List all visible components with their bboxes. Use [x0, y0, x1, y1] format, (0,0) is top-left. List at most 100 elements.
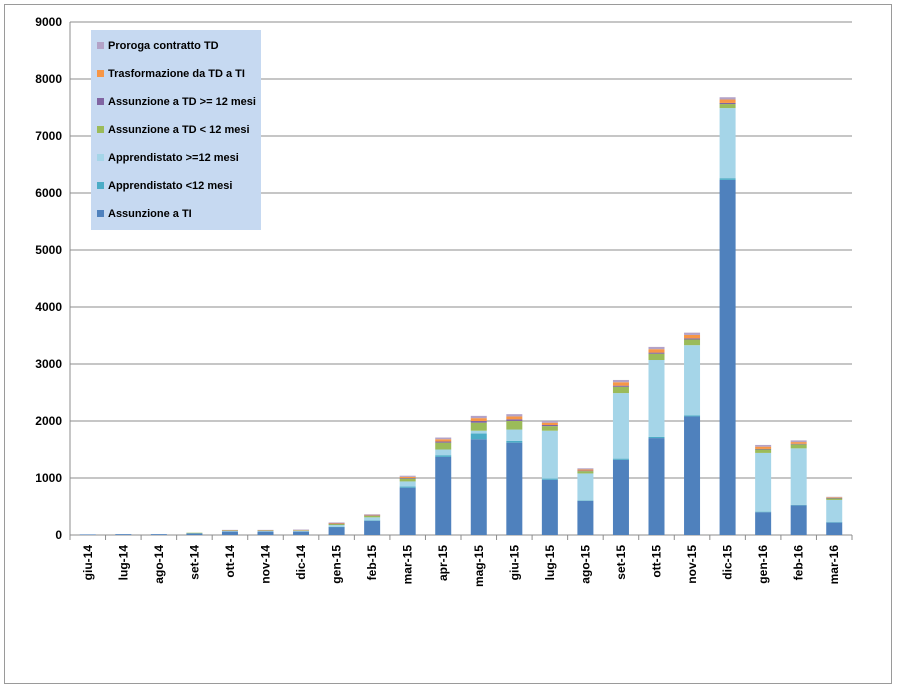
bar-ago-15-series-5 — [577, 469, 594, 471]
bar-ago-15-series-6 — [577, 468, 594, 470]
legend-box — [91, 30, 261, 230]
bar-nov-15-series-6 — [684, 332, 701, 335]
x-tick-label: ago-15 — [578, 545, 592, 584]
bar-mar-15-series-0 — [399, 487, 416, 535]
y-tick-label: 1000 — [35, 471, 62, 485]
bar-gen-15-series-0 — [328, 527, 345, 535]
bar-ott-15-series-6 — [648, 346, 665, 350]
bar-apr-15-series-5 — [435, 439, 452, 442]
bar-nov-15-series-1 — [684, 415, 701, 417]
x-tick-label: feb-16 — [792, 545, 806, 581]
bar-ott-15-series-5 — [648, 349, 665, 353]
bar-giu-15-series-2 — [506, 429, 523, 441]
bar-dic-15-series-5 — [719, 99, 736, 103]
bar-lug-15-series-1 — [541, 478, 558, 480]
x-tick-label: ago-14 — [152, 545, 166, 584]
bar-mar-15-series-2 — [399, 481, 416, 487]
bar-lug-15-series-0 — [541, 479, 558, 535]
legend-swatch — [97, 126, 104, 133]
bar-dic-15-series-1 — [719, 178, 736, 180]
bar-lug-15-series-3 — [541, 426, 558, 431]
bar-giu-14-series-0 — [79, 534, 96, 535]
bar-ott-15-series-1 — [648, 436, 665, 439]
bar-nov-14-series-2 — [257, 531, 274, 532]
bar-mar-16-series-4 — [826, 497, 843, 499]
bar-nov-15-series-0 — [684, 416, 701, 535]
bar-dic-15-series-2 — [719, 108, 736, 179]
bar-lug-15-series-6 — [541, 421, 558, 423]
bar-set-15-series-4 — [612, 385, 629, 387]
x-tick-label: nov-15 — [685, 545, 699, 584]
bar-ott-14-series-6 — [221, 529, 238, 531]
bar-mag-15-series-4 — [470, 421, 487, 423]
bar-set-15-series-0 — [612, 459, 629, 535]
bar-giu-15-series-6 — [506, 414, 523, 417]
bar-apr-15-series-4 — [435, 441, 452, 443]
bar-feb-15-series-1 — [364, 520, 381, 521]
bar-feb-16-series-5 — [790, 442, 807, 444]
bar-apr-15-series-1 — [435, 455, 452, 457]
bar-dic-15-series-6 — [719, 97, 736, 100]
bar-ott-14-series-5 — [221, 530, 238, 531]
bar-gen-16-series-5 — [755, 446, 772, 449]
bar-feb-16-series-6 — [790, 440, 807, 443]
bar-mag-15-series-6 — [470, 415, 487, 419]
x-tick-label: lug-14 — [116, 545, 130, 581]
bar-apr-15-series-3 — [435, 442, 452, 450]
x-tick-label: dic-14 — [294, 545, 308, 580]
bar-ott-15-series-0 — [648, 438, 665, 535]
bar-mar-15-series-4 — [399, 478, 416, 479]
bar-ago-15-series-1 — [577, 500, 594, 501]
bar-gen-16-series-3 — [755, 449, 772, 453]
bar-set-15-series-5 — [612, 382, 629, 386]
bar-gen-16-series-2 — [755, 452, 772, 512]
bar-feb-16-series-2 — [790, 448, 807, 505]
bar-gen-16-series-4 — [755, 448, 772, 450]
bar-gen-15-series-2 — [328, 525, 345, 527]
bar-gen-15-series-1 — [328, 526, 345, 528]
legend-swatch — [97, 154, 104, 161]
bar-ago-14-series-0 — [150, 534, 167, 535]
bar-feb-16-series-3 — [790, 444, 807, 449]
x-tick-label: mag-15 — [472, 545, 486, 587]
y-tick-label: 8000 — [35, 72, 62, 86]
x-tick-label: mar-16 — [827, 545, 841, 585]
bar-dic-14-series-5 — [293, 529, 310, 531]
bar-giu-15-series-5 — [506, 416, 523, 420]
bar-ago-15-series-3 — [577, 471, 594, 474]
bar-dic-15-series-0 — [719, 179, 736, 535]
legend-label: Assunzione a TI — [108, 208, 192, 220]
bar-mar-15-series-6 — [399, 475, 416, 477]
bar-feb-15-series-5 — [364, 514, 381, 516]
x-tick-label: ott-15 — [650, 545, 664, 578]
x-tick-label: set-15 — [614, 545, 628, 580]
x-tick-label: apr-15 — [436, 545, 450, 581]
legend-swatch — [97, 42, 104, 49]
y-tick-label: 7000 — [35, 129, 62, 143]
x-tick-label: gen-16 — [756, 545, 770, 584]
bar-dic-15-series-4 — [719, 102, 736, 105]
bar-feb-15-series-4 — [364, 515, 381, 516]
bar-mag-15-series-0 — [470, 439, 487, 535]
bar-mag-15-series-2 — [470, 430, 487, 434]
bar-mag-15-series-1 — [470, 433, 487, 440]
bar-ott-14-series-0 — [221, 531, 238, 535]
legend: Proroga contratto TD Trasformazione da TD… — [91, 30, 261, 230]
bar-dic-15-series-3 — [719, 104, 736, 109]
y-tick-label: 9000 — [35, 15, 62, 29]
y-tick-label: 5000 — [35, 243, 62, 257]
bar-set-14-series-2 — [186, 533, 203, 534]
x-tick-label: lug-15 — [543, 545, 557, 581]
bar-apr-15-series-2 — [435, 449, 452, 456]
y-tick-label: 4000 — [35, 300, 62, 314]
bar-nov-15-series-2 — [684, 345, 701, 416]
bar-ott-15-series-2 — [648, 360, 665, 437]
bar-nov-14-series-5 — [257, 530, 274, 531]
x-axis-ticks: giu-14 lug-14 ago-14 set-14 ott-14 nov-14 dic-… — [81, 545, 841, 587]
y-tick-label: 0 — [55, 528, 62, 542]
bar-ott-14-series-3 — [221, 530, 238, 532]
bar-feb-15-series-3 — [364, 515, 381, 518]
bar-set-15-series-6 — [612, 379, 629, 383]
legend-label: Assunzione a TD >= 12 mesi — [108, 96, 256, 108]
